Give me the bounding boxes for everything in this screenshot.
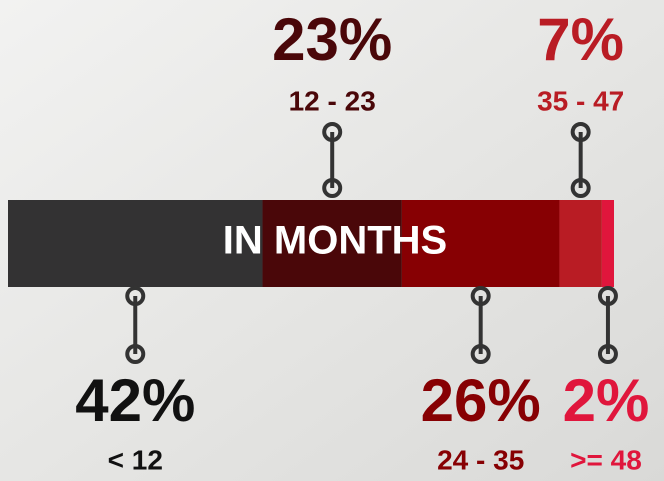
- percent-label: 2%: [563, 367, 650, 434]
- percent-label: 23%: [272, 6, 392, 73]
- range-label: 24 - 35: [437, 444, 524, 475]
- range-label: 12 - 23: [289, 85, 376, 116]
- connector-dot: [322, 122, 343, 142]
- connector-dot: [470, 344, 491, 364]
- connector-dot: [570, 178, 591, 198]
- connector-dot: [597, 286, 618, 306]
- connector-dot: [125, 344, 146, 364]
- percent-label: 26%: [421, 367, 541, 434]
- range-label: 35 - 47: [537, 85, 624, 116]
- connector-dot: [125, 286, 146, 306]
- connector-dot: [470, 286, 491, 306]
- range-label: >= 48: [570, 444, 642, 475]
- bar-title: IN MONTHS: [223, 219, 447, 263]
- connector-dot: [570, 122, 591, 142]
- percent-label: 42%: [75, 367, 195, 434]
- bar-segment: [401, 200, 560, 287]
- connector-dot: [322, 178, 343, 198]
- bar-segment: [601, 200, 614, 287]
- percent-label: 7%: [537, 6, 624, 73]
- bar-segment: [262, 200, 402, 287]
- range-label: < 12: [108, 444, 163, 475]
- connector-dot: [597, 344, 618, 364]
- bar-segment: [559, 200, 602, 287]
- bar-segment: [8, 200, 263, 287]
